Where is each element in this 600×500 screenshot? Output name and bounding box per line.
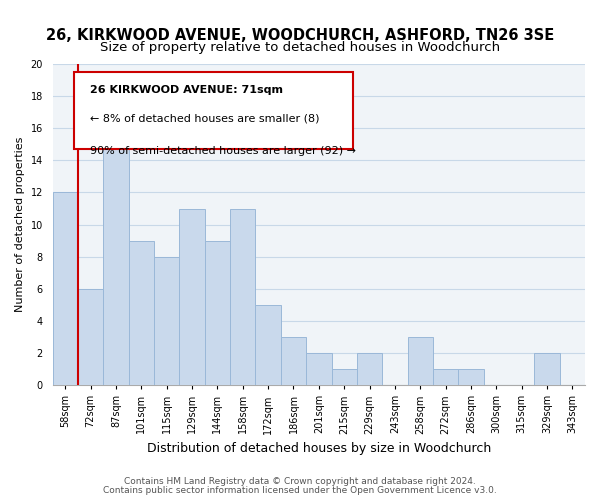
Bar <box>78 289 103 385</box>
Bar <box>407 337 433 385</box>
Text: 26 KIRKWOOD AVENUE: 71sqm: 26 KIRKWOOD AVENUE: 71sqm <box>90 85 283 95</box>
Bar <box>230 208 256 385</box>
FancyBboxPatch shape <box>74 72 353 149</box>
Bar <box>129 240 154 385</box>
Bar <box>281 337 306 385</box>
Bar <box>458 369 484 385</box>
Bar <box>306 353 332 385</box>
Text: 26, KIRKWOOD AVENUE, WOODCHURCH, ASHFORD, TN26 3SE: 26, KIRKWOOD AVENUE, WOODCHURCH, ASHFORD… <box>46 28 554 42</box>
Bar <box>332 369 357 385</box>
Bar <box>205 240 230 385</box>
Bar <box>535 353 560 385</box>
Text: ← 8% of detached houses are smaller (8): ← 8% of detached houses are smaller (8) <box>90 114 319 124</box>
Text: 90% of semi-detached houses are larger (92) →: 90% of semi-detached houses are larger (… <box>90 146 356 156</box>
Bar <box>433 369 458 385</box>
Bar <box>53 192 78 385</box>
Bar <box>154 256 179 385</box>
Y-axis label: Number of detached properties: Number of detached properties <box>15 137 25 312</box>
Bar <box>103 112 129 385</box>
X-axis label: Distribution of detached houses by size in Woodchurch: Distribution of detached houses by size … <box>147 442 491 455</box>
Text: Size of property relative to detached houses in Woodchurch: Size of property relative to detached ho… <box>100 41 500 54</box>
Bar <box>179 208 205 385</box>
Text: Contains HM Land Registry data © Crown copyright and database right 2024.: Contains HM Land Registry data © Crown c… <box>124 477 476 486</box>
Bar <box>357 353 382 385</box>
Text: Contains public sector information licensed under the Open Government Licence v3: Contains public sector information licen… <box>103 486 497 495</box>
Bar <box>256 305 281 385</box>
